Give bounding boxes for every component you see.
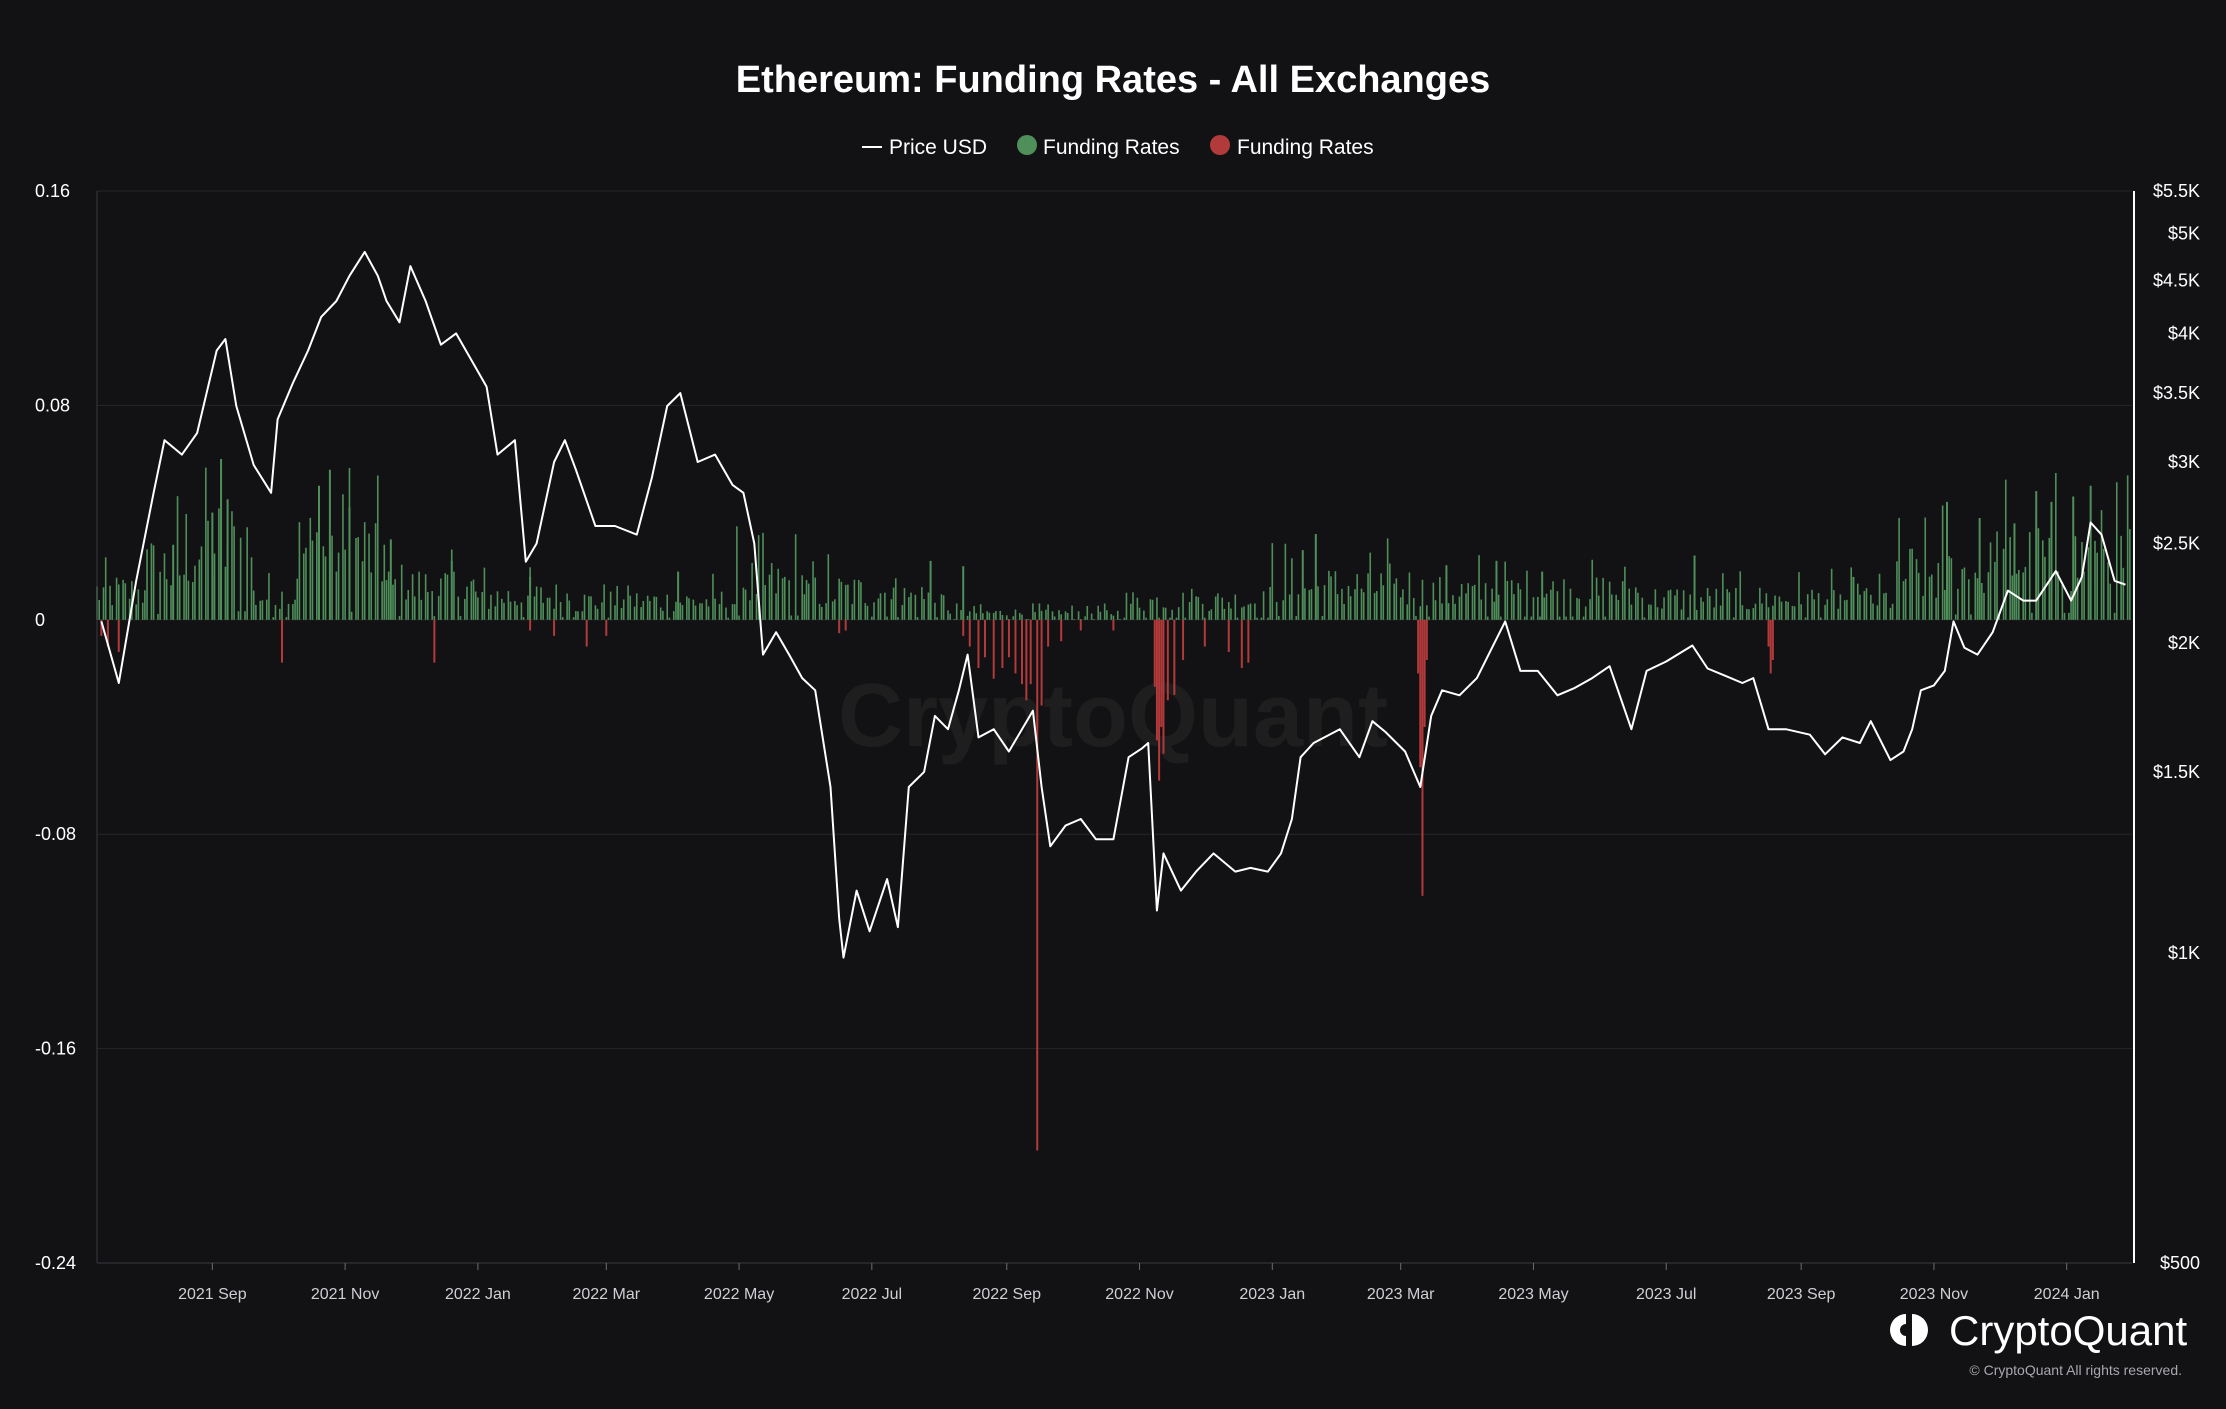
copyright: © CryptoQuant All rights reserved. bbox=[1969, 1362, 2182, 1378]
right-tick-label: $3K bbox=[2168, 452, 2200, 472]
x-tick-label: 2022 Sep bbox=[973, 1286, 1042, 1303]
cryptoquant-logo-icon bbox=[1890, 1314, 1928, 1346]
right-axis-ticks: $5.5K $5K $4.5K $4K $3.5K $3K $2.5K $2K $1.5K $1K… bbox=[2153, 181, 2200, 1273]
right-tick-label: $5.5K bbox=[2153, 181, 2200, 201]
legend-dot-negative bbox=[1210, 135, 1230, 155]
x-tick-label: 2023 Nov bbox=[1900, 1286, 1969, 1303]
price-line bbox=[100, 250, 2126, 959]
legend-label-price: Price USD bbox=[889, 136, 987, 159]
right-tick-label: $4K bbox=[2168, 323, 2200, 343]
left-tick-label: -0.08 bbox=[35, 824, 76, 844]
legend-item-price[interactable]: Price USD bbox=[862, 136, 987, 159]
x-tick-label: 2024 Jan bbox=[2034, 1286, 2100, 1303]
left-tick-label: 0.16 bbox=[35, 181, 70, 201]
right-tick-label: $2K bbox=[2168, 633, 2200, 653]
x-axis-ticks: 2021 Sep 2021 Nov 2022 Jan 2022 Mar 2022 May… bbox=[178, 1263, 2100, 1303]
legend-label-funding-positive: Funding Rates bbox=[1043, 136, 1180, 159]
right-tick-label: $2.5K bbox=[2153, 533, 2200, 553]
x-tick-label: 2023 Jan bbox=[1239, 1286, 1305, 1303]
funding-negative-bars bbox=[100, 619, 1774, 1151]
right-tick-label: $1.5K bbox=[2153, 762, 2200, 782]
left-tick-label: 0 bbox=[35, 610, 45, 630]
left-tick-label: -0.16 bbox=[35, 1039, 76, 1059]
right-tick-label: $1K bbox=[2168, 943, 2200, 963]
legend: Price USD Funding Rates Funding Rates bbox=[862, 135, 1374, 159]
x-tick-label: 2023 May bbox=[1498, 1286, 1568, 1303]
price-series bbox=[100, 250, 2126, 959]
x-tick-label: 2022 Nov bbox=[1105, 1286, 1174, 1303]
right-tick-label: $5K bbox=[2168, 224, 2200, 244]
funding-positive-bars bbox=[96, 459, 2131, 620]
left-tick-label: -0.24 bbox=[35, 1253, 76, 1273]
x-tick-label: 2021 Nov bbox=[311, 1286, 380, 1303]
x-tick-label: 2023 Sep bbox=[1767, 1286, 1836, 1303]
legend-dot-positive bbox=[1017, 135, 1037, 155]
left-tick-label: 0.08 bbox=[35, 395, 70, 415]
brand-name: CryptoQuant bbox=[1949, 1307, 2187, 1354]
legend-label-funding-negative: Funding Rates bbox=[1237, 136, 1374, 159]
x-tick-label: 2023 Jul bbox=[1636, 1286, 1697, 1303]
axes bbox=[96, 191, 2135, 1264]
legend-item-funding-negative[interactable]: Funding Rates bbox=[1210, 135, 1374, 159]
legend-item-funding-positive[interactable]: Funding Rates bbox=[1017, 135, 1180, 159]
x-tick-label: 2022 Jul bbox=[842, 1286, 903, 1303]
right-tick-label: $500 bbox=[2160, 1253, 2200, 1273]
watermark: CryptoQuant bbox=[838, 666, 1388, 766]
right-tick-label: $3.5K bbox=[2153, 383, 2200, 403]
x-tick-label: 2023 Mar bbox=[1367, 1286, 1435, 1303]
brand-logo: CryptoQuant bbox=[1890, 1307, 2187, 1354]
x-tick-label: 2021 Sep bbox=[178, 1286, 247, 1303]
x-tick-label: 2022 May bbox=[704, 1286, 774, 1303]
left-axis-ticks: 0.16 0.08 0 -0.08 -0.16 -0.24 bbox=[35, 181, 76, 1273]
x-tick-label: 2022 Jan bbox=[445, 1286, 511, 1303]
x-tick-label: 2022 Mar bbox=[572, 1286, 640, 1303]
right-tick-label: $4.5K bbox=[2153, 271, 2200, 291]
chart-title: Ethereum: Funding Rates - All Exchanges bbox=[736, 59, 1491, 101]
